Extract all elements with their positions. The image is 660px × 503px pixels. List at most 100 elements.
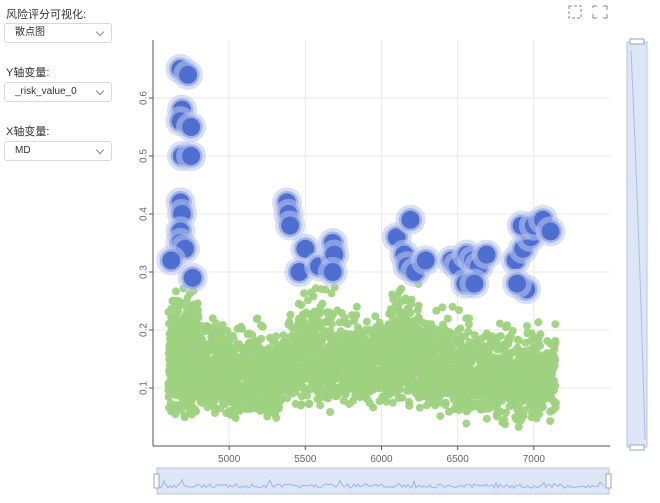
data-point-green [431,325,440,334]
data-point-blue [410,245,441,276]
data-point-green [401,294,410,303]
data-point-green [166,356,174,365]
data-point-green [362,317,371,326]
data-point-green [321,285,330,294]
data-point-green [470,350,478,359]
data-point-green [294,341,303,350]
data-point-green [545,350,554,359]
data-point-green [295,360,304,369]
data-point-green [389,314,397,323]
data-point-green [391,321,399,330]
data-point-green [446,352,454,361]
data-point-green [532,406,541,415]
data-point-green [443,314,452,323]
data-point-green [285,357,294,366]
data-point-green [172,324,181,333]
point-core [465,274,484,293]
data-point-green [420,371,429,380]
data-point-green [344,320,352,328]
data-point-green [212,384,221,393]
data-point-green [546,417,555,425]
data-point-green [514,336,523,345]
data-point-green [210,397,219,406]
data-point-green [438,303,447,312]
data-point-green [394,371,403,380]
data-point-green [348,311,357,320]
data-point-green [265,374,274,383]
data-point-green [298,375,307,384]
x-tick-label: 7000 [523,454,546,465]
data-point-green [385,321,394,329]
y-tick-label: 0.3 [139,265,150,279]
data-point-green [493,400,502,409]
data-point-green [361,372,370,381]
data-point-green [464,327,473,336]
data-point-green [396,357,404,366]
data-point-green [456,324,465,333]
data-point-green [354,348,363,357]
data-point-green [305,324,314,333]
data-point-green [310,351,319,360]
data-point-green [419,382,428,390]
data-point-green [262,363,271,372]
data-point-green [510,378,519,387]
data-point-green [522,390,531,399]
data-point-green [174,391,183,400]
area-zoom-icon[interactable] [568,5,582,19]
point-core [179,65,198,84]
data-point-green [300,289,308,298]
x-slider-handle-right[interactable] [605,473,612,489]
data-point-green [322,391,331,400]
data-point-green [402,377,411,386]
data-point-green [367,329,376,338]
data-point-green [534,318,543,327]
data-point-green [316,303,325,311]
viz-type-select[interactable]: 散点图 [4,23,112,43]
data-point-green [538,403,547,412]
data-point-green [378,392,387,401]
data-point-green [337,347,346,356]
data-point-green [401,327,410,335]
data-point-green [319,360,328,369]
data-point-green [326,408,335,416]
data-point-green [428,346,437,355]
x-axis-select[interactable]: MD [4,141,112,161]
y-zoom-slider[interactable] [626,38,648,451]
data-point-green [182,392,191,401]
data-point-green [305,310,314,318]
data-point-blue [502,268,533,299]
x-tick-label: 5000 [218,454,241,465]
data-point-green [219,349,228,358]
data-point-green [186,324,195,333]
x-zoom-slider[interactable] [153,467,612,495]
data-point-green [546,407,555,416]
data-point-green [332,361,341,369]
zoom-reset-icon[interactable] [592,5,608,19]
data-point-green [501,323,510,332]
data-point-blue [177,262,208,293]
axes: 5000 5500 6000 6500 7000 0.1 0.2 0.3 0.4 0.5 0.6 [139,40,610,465]
data-point-green [376,369,385,378]
y-slider-handle-top[interactable] [629,38,645,45]
data-point-green [414,301,423,310]
data-point-green [399,308,408,317]
data-point-green [484,348,492,357]
data-point-green [172,338,180,347]
data-point-green [166,375,175,384]
data-point-green [540,384,549,393]
y-axis-select[interactable]: _risk_value_0 [4,82,112,102]
data-point-green [486,386,495,395]
x-slider-handle-left[interactable] [153,473,160,489]
data-point-green [548,365,557,374]
data-point-green [235,401,244,410]
y-tick-label: 0.2 [139,323,150,337]
data-point-green [232,367,241,376]
data-point-green [240,385,249,394]
y-slider-handle-bottom[interactable] [629,444,645,451]
data-point-green [405,362,414,370]
data-point-green [333,339,342,348]
data-point-green [388,398,397,407]
data-point-green [482,329,491,338]
data-point-green [370,382,379,391]
